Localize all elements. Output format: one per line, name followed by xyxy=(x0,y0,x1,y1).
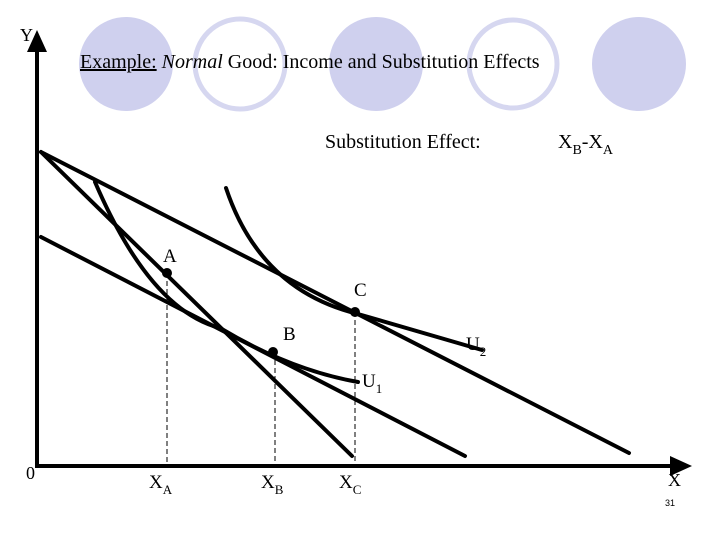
effect-label: Substitution Effect: xyxy=(325,131,481,153)
dashed-guides xyxy=(166,273,356,464)
decor-ring-2 xyxy=(466,17,560,111)
curve-u1-label: U1 xyxy=(362,371,382,396)
tick-label-xc: XC xyxy=(339,472,361,497)
tick-label-xa: XA xyxy=(149,472,173,497)
point-c-label: C xyxy=(354,280,367,301)
new-budget-line xyxy=(39,150,631,455)
origin-label: 0 xyxy=(26,463,35,483)
indifference-curve-u2 xyxy=(224,186,484,352)
page-number: 31 xyxy=(665,498,675,508)
indifference-curve-u1 xyxy=(93,180,360,384)
original-budget-line xyxy=(39,150,354,458)
x-axis-arrowhead xyxy=(670,456,692,476)
budget-lines xyxy=(39,150,631,458)
y-axis-arrowhead xyxy=(27,30,47,52)
slide-title: Example: Normal Good: Income and Substit… xyxy=(80,51,540,73)
effect-formula: XB-XA xyxy=(558,131,614,158)
decor-circle-1 xyxy=(79,17,173,111)
point-c-marker xyxy=(350,307,360,317)
title-italic: Normal xyxy=(161,51,224,73)
tick-label-xb: XB xyxy=(261,472,284,497)
curve-u2-label: U2 xyxy=(466,334,486,359)
point-b-label: B xyxy=(283,324,296,345)
point-a-label: A xyxy=(163,246,177,267)
decor-circle-2 xyxy=(329,17,423,111)
y-axis-label: Y xyxy=(20,25,33,45)
title-prefix: Example: xyxy=(80,51,157,73)
title-rest: Good: Income and Substitution Effects xyxy=(228,51,540,73)
x-axis-label: X xyxy=(668,470,681,490)
decorative-circles xyxy=(79,16,686,112)
point-b-marker xyxy=(268,347,278,357)
decor-ring-1 xyxy=(192,16,288,112)
decor-circle-3 xyxy=(592,17,686,111)
point-a-marker xyxy=(162,268,172,278)
axes xyxy=(27,30,692,476)
